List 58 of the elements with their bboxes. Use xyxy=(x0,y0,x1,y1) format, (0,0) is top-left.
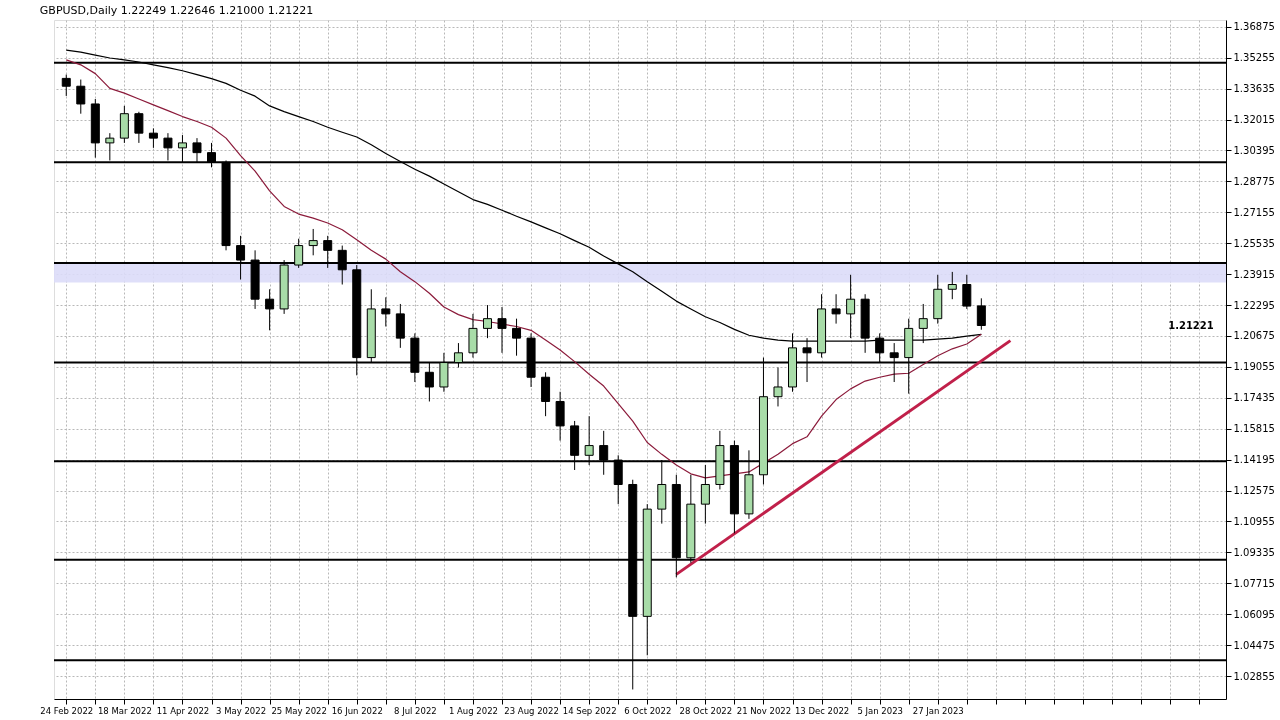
chart-title: GBPUSD,Daily 1.22249 1.22646 1.21000 1.21221 xyxy=(39,4,314,17)
x-tick-label: 18 Mar 2022 xyxy=(97,705,152,716)
x-tick-label: 24 Feb 2022 xyxy=(40,705,94,716)
x-tick-label: 3 May 2022 xyxy=(216,705,267,716)
x-tick-label: 23 Aug 2022 xyxy=(504,705,559,716)
candlestick xyxy=(947,271,957,300)
candlestick xyxy=(265,288,275,331)
y-tick-label: 1.28775 xyxy=(1233,175,1275,187)
y-tick-label: 1.22295 xyxy=(1233,299,1275,311)
y-tick-label: 1.17435 xyxy=(1233,392,1275,404)
x-tick-label: 16 Jun 2022 xyxy=(331,705,383,716)
y-tick-label: 1.25535 xyxy=(1233,237,1275,249)
candlestick xyxy=(962,274,972,310)
y-tick-label: 1.35255 xyxy=(1233,52,1275,64)
line-series xyxy=(65,59,982,479)
x-tick-label: 28 Oct 2022 xyxy=(679,705,733,716)
x-tick-label: 11 Apr 2022 xyxy=(156,705,210,716)
x-tick-label: 27 Jan 2023 xyxy=(912,705,964,716)
candlestick xyxy=(846,274,856,339)
y-tick-label: 1.06095 xyxy=(1233,608,1275,620)
y-tick-label: 1.32015 xyxy=(1233,114,1275,126)
y-tick-label: 1.33635 xyxy=(1233,83,1275,95)
y-tick-label: 1.02855 xyxy=(1233,670,1275,682)
y-tick-label: 1.20675 xyxy=(1233,330,1275,342)
x-tick-label: 21 Nov 2022 xyxy=(736,705,792,716)
y-tick-label: 1.12575 xyxy=(1233,485,1275,497)
x-tick-label: 1 Aug 2022 xyxy=(448,705,498,716)
candlestick xyxy=(831,293,841,325)
y-tick-label: 1.15815 xyxy=(1233,423,1275,435)
annotation: 1.21221 xyxy=(1168,319,1214,331)
x-tick-label: 5 Jan 2023 xyxy=(857,705,903,716)
y-tick-label: 1.14195 xyxy=(1233,454,1275,466)
candlestick xyxy=(148,127,158,149)
candlestick xyxy=(512,318,522,357)
candlestick xyxy=(497,306,507,354)
y-tick-label: 1.19055 xyxy=(1233,361,1275,373)
candlestick xyxy=(700,464,710,525)
candlestick xyxy=(76,79,86,115)
candlestick xyxy=(381,296,391,327)
candlestick xyxy=(773,367,783,407)
candlestick xyxy=(308,228,318,256)
x-tick-label: 25 May 2022 xyxy=(271,705,327,716)
y-tick-label: 1.30395 xyxy=(1233,144,1275,156)
x-tick-label: 8 Jul 2022 xyxy=(394,705,437,716)
y-tick-label: 1.09335 xyxy=(1233,546,1275,558)
y-tick-label: 1.04475 xyxy=(1233,639,1275,651)
y-tick-label: 1.23915 xyxy=(1233,268,1275,280)
y-tick-label: 1.36875 xyxy=(1233,21,1275,33)
y-tick-label: 1.27155 xyxy=(1233,206,1275,218)
candlestick xyxy=(61,74,71,97)
candlestick xyxy=(976,297,986,331)
candlestick xyxy=(482,304,492,339)
x-tick-label: 14 Sep 2022 xyxy=(562,705,617,716)
x-tick-label: 13 Dec 2022 xyxy=(794,705,850,716)
candlestick xyxy=(134,111,144,144)
y-tick-label: 1.10955 xyxy=(1233,515,1275,527)
x-tick-label: 6 Oct 2022 xyxy=(624,705,672,716)
y-tick-label: 1.07715 xyxy=(1233,577,1275,589)
